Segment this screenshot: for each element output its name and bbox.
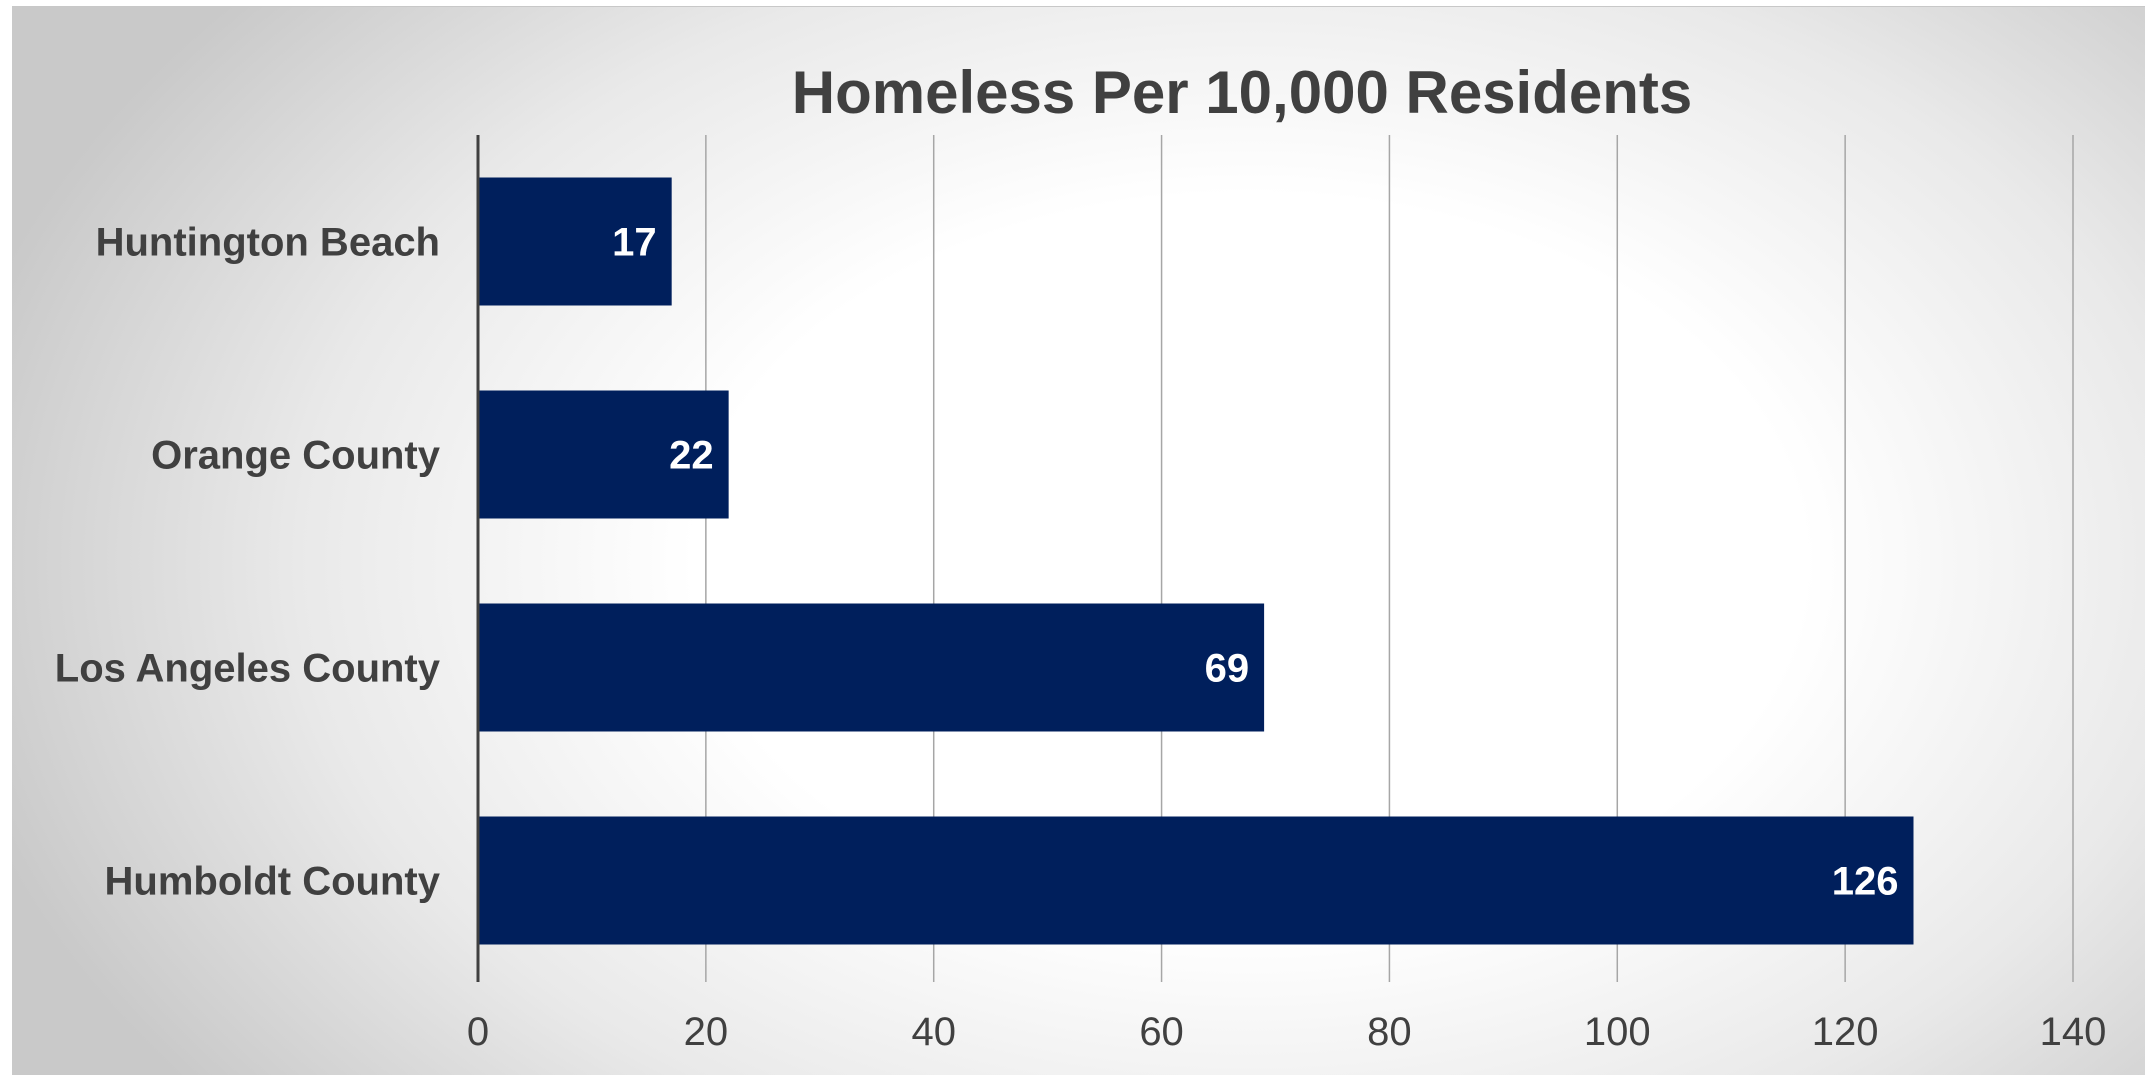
x-tick-label: 100 (1584, 1010, 1651, 1054)
category-labels: Huntington Beach Orange County Los Angeles… (55, 221, 441, 904)
chart-title: Homeless Per 10,000 Residents (792, 59, 1693, 126)
x-tick-label: 0 (467, 1010, 489, 1054)
category-label: Los Angeles County (55, 647, 441, 691)
data-labels: 17 22 69 126 (612, 221, 1898, 904)
data-label: 126 (1832, 860, 1899, 904)
x-tick-label: 120 (1812, 1010, 1879, 1054)
category-label: Orange County (151, 434, 441, 478)
gridlines (705, 135, 2074, 982)
category-label: Huntington Beach (96, 221, 440, 265)
x-tick-label: 80 (1367, 1010, 1412, 1054)
x-tick-label: 40 (911, 1010, 956, 1054)
bar-chart: Homeless Per 10,000 Residents 172269126 … (55, 59, 2107, 1054)
bars (478, 177, 1914, 945)
bar (478, 390, 729, 519)
x-tick-label: 20 (684, 1010, 729, 1054)
data-label: 22 (669, 434, 714, 478)
bar (478, 603, 1265, 732)
bar (478, 816, 1914, 945)
bar (478, 177, 672, 306)
data-label: 17 (612, 221, 657, 265)
x-tick-label: 140 (2040, 1010, 2107, 1054)
category-label: Humboldt County (105, 860, 441, 904)
x-tick-label: 60 (1139, 1010, 1184, 1054)
x-axis-tick-labels: 0 20 40 60 80 100 120 140 (467, 1010, 2107, 1054)
chart-area: Homeless Per 10,000 Residents 17 22 69 126 … (12, 6, 2145, 1075)
data-label: 69 (1205, 647, 1250, 691)
